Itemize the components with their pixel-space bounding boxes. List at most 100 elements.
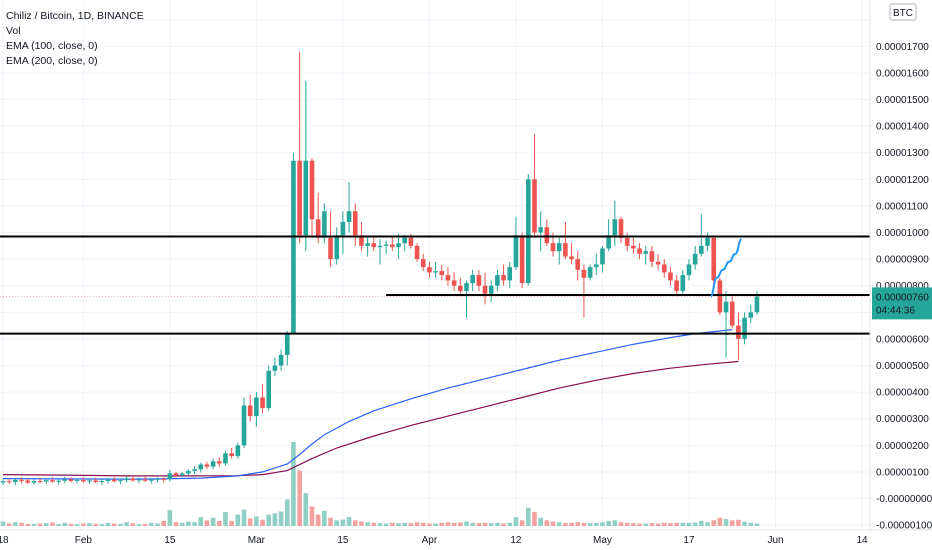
candle-body[interactable] bbox=[359, 235, 364, 246]
candle-body[interactable] bbox=[303, 160, 309, 236]
candle-body[interactable] bbox=[699, 245, 704, 254]
candle-body[interactable] bbox=[396, 243, 401, 248]
candle-body[interactable] bbox=[754, 296, 760, 313]
candle-body[interactable] bbox=[686, 264, 692, 276]
candle-body[interactable] bbox=[538, 227, 543, 233]
candle-body[interactable] bbox=[315, 219, 321, 238]
ema100-indicator-label[interactable]: EMA (100, close, 0) bbox=[6, 40, 98, 52]
candle-body[interactable] bbox=[62, 479, 68, 481]
candle-body[interactable] bbox=[204, 464, 210, 467]
candle-body[interactable] bbox=[526, 179, 531, 284]
candle-body[interactable] bbox=[334, 235, 340, 260]
candle-body[interactable] bbox=[624, 237, 630, 246]
candle-body[interactable] bbox=[470, 275, 475, 284]
candle-body[interactable] bbox=[272, 365, 278, 371]
candle-body[interactable] bbox=[631, 245, 636, 249]
candle-body[interactable] bbox=[581, 269, 587, 278]
candle-body[interactable] bbox=[433, 271, 438, 273]
projection-path[interactable] bbox=[709, 238, 743, 298]
candle-body[interactable] bbox=[711, 237, 716, 281]
candle-body[interactable] bbox=[427, 267, 432, 273]
candle-body[interactable] bbox=[414, 245, 420, 260]
candle-body[interactable] bbox=[451, 280, 457, 286]
candle-body[interactable] bbox=[68, 479, 74, 481]
candle-body[interactable] bbox=[19, 479, 24, 481]
candle-body[interactable] bbox=[179, 473, 185, 476]
candle-body[interactable] bbox=[266, 370, 272, 409]
candle-body[interactable] bbox=[519, 235, 525, 284]
candle-body[interactable] bbox=[606, 235, 611, 249]
candle-body[interactable] bbox=[198, 464, 204, 470]
candle-body[interactable] bbox=[390, 244, 395, 248]
candle-body[interactable] bbox=[6, 481, 12, 483]
candle-body[interactable] bbox=[340, 221, 346, 236]
candle-body[interactable] bbox=[661, 264, 667, 273]
candle-body[interactable] bbox=[439, 271, 445, 276]
candle-body[interactable] bbox=[556, 243, 562, 252]
candle-body[interactable] bbox=[402, 237, 407, 244]
candle-body[interactable] bbox=[25, 480, 31, 483]
candle-body[interactable] bbox=[488, 285, 494, 294]
candle-body[interactable] bbox=[346, 211, 352, 222]
candle-body[interactable] bbox=[408, 237, 414, 246]
candle-body[interactable] bbox=[365, 243, 370, 246]
candle-body[interactable] bbox=[649, 251, 655, 262]
candle-body[interactable] bbox=[31, 480, 37, 483]
candle-body[interactable] bbox=[235, 445, 241, 456]
symbol-title[interactable]: Chiliz / Bitcoin, 1D, BINANCE bbox=[6, 10, 144, 22]
candle-body[interactable] bbox=[501, 275, 506, 281]
candle-body[interactable] bbox=[155, 478, 160, 480]
candle-body[interactable] bbox=[729, 301, 735, 326]
candle-body[interactable] bbox=[692, 253, 698, 265]
candle-body[interactable] bbox=[13, 479, 18, 483]
candle-body[interactable] bbox=[130, 478, 136, 481]
candle-body[interactable] bbox=[723, 301, 729, 313]
candle-body[interactable] bbox=[124, 478, 129, 481]
candle-body[interactable] bbox=[655, 261, 661, 265]
candle-body[interactable] bbox=[105, 479, 111, 481]
candle-body[interactable] bbox=[93, 480, 98, 483]
candle-body[interactable] bbox=[513, 235, 519, 268]
candle-body[interactable] bbox=[56, 480, 61, 482]
candle-body[interactable] bbox=[742, 317, 747, 339]
candle-body[interactable] bbox=[210, 461, 216, 467]
candle-body[interactable] bbox=[717, 280, 723, 313]
candle-body[interactable] bbox=[247, 405, 253, 417]
candle-body[interactable] bbox=[186, 470, 191, 474]
candle-body[interactable] bbox=[284, 333, 290, 355]
candle-body[interactable] bbox=[668, 272, 673, 281]
candle-body[interactable] bbox=[309, 160, 315, 220]
candle-body[interactable] bbox=[674, 280, 679, 292]
candle-body[interactable] bbox=[575, 259, 581, 270]
candle-body[interactable] bbox=[680, 275, 686, 292]
candle-body[interactable] bbox=[99, 480, 105, 483]
candle-body[interactable] bbox=[458, 285, 463, 292]
candle-body[interactable] bbox=[223, 453, 228, 464]
candle-body[interactable] bbox=[612, 219, 618, 236]
candle-body[interactable] bbox=[111, 479, 117, 482]
candle-body[interactable] bbox=[593, 264, 599, 268]
candle-body[interactable] bbox=[142, 479, 148, 481]
candle-body[interactable] bbox=[217, 461, 222, 464]
candle-body[interactable] bbox=[569, 256, 574, 260]
candle-body[interactable] bbox=[254, 397, 259, 417]
candle-body[interactable] bbox=[587, 267, 593, 278]
candle-body[interactable] bbox=[229, 453, 234, 456]
candle-body[interactable] bbox=[87, 480, 92, 482]
candle-body[interactable] bbox=[173, 473, 179, 476]
candle-body[interactable] bbox=[736, 325, 741, 339]
candle-body[interactable] bbox=[495, 275, 500, 286]
candle-body[interactable] bbox=[149, 479, 154, 481]
ema200-indicator-label[interactable]: EMA (200, close, 0) bbox=[6, 55, 98, 67]
candle-body[interactable] bbox=[43, 480, 49, 482]
candle-body[interactable] bbox=[544, 227, 550, 244]
candle-body[interactable] bbox=[291, 160, 296, 334]
candle-body[interactable] bbox=[241, 405, 247, 446]
candle-body[interactable] bbox=[371, 243, 377, 248]
candle-body[interactable] bbox=[81, 479, 86, 482]
candle-body[interactable] bbox=[643, 251, 649, 254]
candle-body[interactable] bbox=[748, 312, 754, 318]
candle-body[interactable] bbox=[278, 354, 284, 366]
candle-body[interactable] bbox=[563, 243, 568, 257]
